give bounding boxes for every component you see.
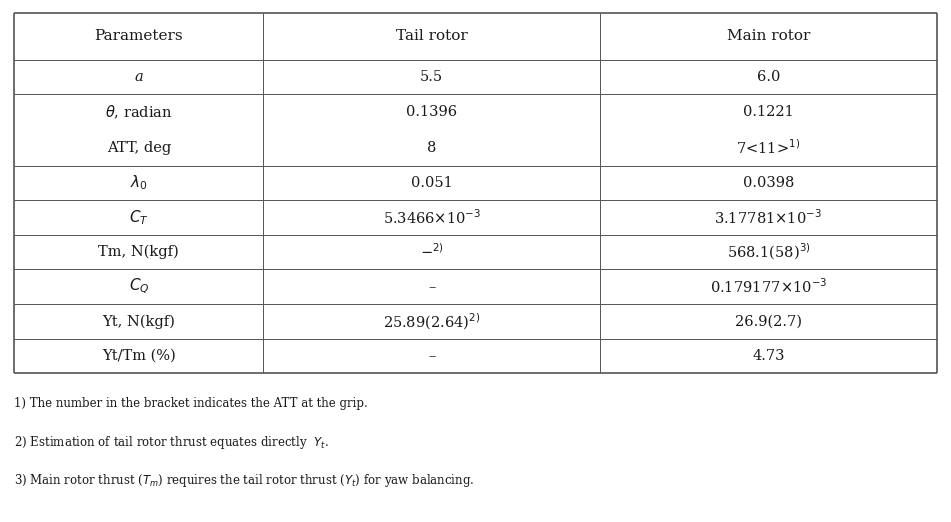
Text: Tm, N(kgf): Tm, N(kgf): [98, 245, 179, 259]
Text: Tail rotor: Tail rotor: [396, 29, 468, 43]
Text: 3) Main rotor thrust ($T_m$) requires the tail rotor thrust ($Y_t$) for yaw bala: 3) Main rotor thrust ($T_m$) requires th…: [14, 472, 475, 489]
Text: 4.73: 4.73: [752, 349, 785, 363]
Text: 0.051: 0.051: [411, 176, 453, 190]
Text: 8: 8: [427, 141, 437, 155]
Text: 1) The number in the bracket indicates the ATT at the grip.: 1) The number in the bracket indicates t…: [14, 397, 368, 410]
Text: Parameters: Parameters: [94, 29, 184, 43]
Text: 6.0: 6.0: [757, 70, 780, 84]
Text: Yt/Tm (%): Yt/Tm (%): [102, 349, 176, 363]
Text: 5.5: 5.5: [420, 70, 443, 84]
Text: 0.0398: 0.0398: [743, 176, 794, 190]
Text: $\lambda_0$: $\lambda_0$: [130, 174, 147, 192]
Text: 0.1396: 0.1396: [406, 105, 457, 119]
Text: $C_T$: $C_T$: [129, 208, 148, 227]
Text: Main rotor: Main rotor: [727, 29, 810, 43]
Text: $-^{2)}$: $-^{2)}$: [419, 245, 444, 259]
Text: 0.179177$\times$10$^{-3}$: 0.179177$\times$10$^{-3}$: [709, 277, 827, 296]
Text: –: –: [428, 280, 436, 294]
Text: ATT, deg: ATT, deg: [107, 141, 171, 155]
Text: 5.3466$\times$10$^{-3}$: 5.3466$\times$10$^{-3}$: [382, 208, 481, 227]
Text: 25.89(2.64)$^{2)}$: 25.89(2.64)$^{2)}$: [383, 311, 480, 331]
Text: Yt, N(kgf): Yt, N(kgf): [103, 314, 175, 328]
Text: $C_Q$: $C_Q$: [128, 277, 149, 296]
Text: 568.1(58)$^{3)}$: 568.1(58)$^{3)}$: [727, 242, 810, 263]
Text: 26.9(2.7): 26.9(2.7): [735, 314, 802, 328]
Text: $\theta$, radian: $\theta$, radian: [105, 103, 173, 121]
Text: 0.1221: 0.1221: [743, 105, 794, 119]
Text: a: a: [134, 70, 144, 84]
Text: 7<11>$^{1)}$: 7<11>$^{1)}$: [736, 138, 801, 157]
Text: 2) Estimation of tail rotor thrust equates directly  $Y_t$.: 2) Estimation of tail rotor thrust equat…: [14, 434, 329, 452]
Text: 3.17781$\times$10$^{-3}$: 3.17781$\times$10$^{-3}$: [714, 208, 823, 227]
Text: –: –: [428, 349, 436, 363]
